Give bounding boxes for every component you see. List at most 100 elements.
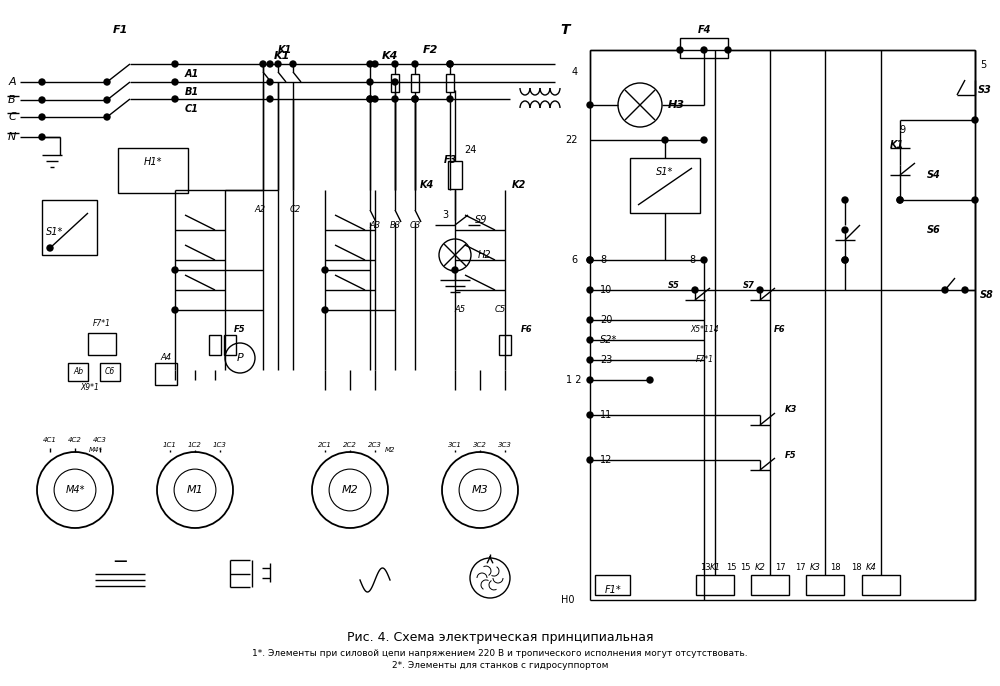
Text: 20: 20 <box>600 315 612 325</box>
Circle shape <box>39 79 45 85</box>
Circle shape <box>842 257 848 263</box>
Circle shape <box>39 134 45 140</box>
Text: 1C1: 1C1 <box>163 442 177 448</box>
Text: 6: 6 <box>572 255 578 265</box>
Text: F6: F6 <box>774 325 786 335</box>
Circle shape <box>587 412 593 418</box>
Circle shape <box>587 317 593 323</box>
Text: B: B <box>8 95 16 105</box>
Text: K1: K1 <box>890 140 904 150</box>
Text: M4*: M4* <box>65 485 85 495</box>
Text: 24: 24 <box>464 145 476 155</box>
Circle shape <box>367 79 373 85</box>
Text: 4C3: 4C3 <box>93 437 107 443</box>
Bar <box>411 74 419 92</box>
Text: P: P <box>237 353 243 363</box>
Circle shape <box>842 227 848 233</box>
Text: F3: F3 <box>443 155 457 165</box>
Text: 10: 10 <box>600 285 612 295</box>
Text: 17: 17 <box>795 563 806 571</box>
Text: M4*: M4* <box>89 447 103 453</box>
Text: H1*: H1* <box>144 157 162 167</box>
Circle shape <box>692 287 698 293</box>
Circle shape <box>267 61 273 67</box>
Text: H0: H0 <box>562 595 575 605</box>
Text: 18: 18 <box>851 563 862 571</box>
Text: K3: K3 <box>810 563 821 571</box>
Text: 4C1: 4C1 <box>43 437 57 443</box>
Circle shape <box>275 61 281 67</box>
Circle shape <box>39 114 45 120</box>
Circle shape <box>701 257 707 263</box>
Text: K4: K4 <box>420 180 434 190</box>
Circle shape <box>972 197 978 203</box>
Text: A4: A4 <box>160 353 172 362</box>
Text: 4C2: 4C2 <box>68 437 82 443</box>
Circle shape <box>104 97 110 103</box>
Bar <box>118 148 188 193</box>
Text: 5: 5 <box>980 60 986 70</box>
Bar <box>595 575 630 595</box>
Text: 11: 11 <box>600 410 612 420</box>
Circle shape <box>322 267 328 273</box>
Text: 1 2: 1 2 <box>566 375 582 385</box>
Circle shape <box>972 117 978 123</box>
Circle shape <box>47 245 53 251</box>
Circle shape <box>260 61 266 67</box>
Text: S1*: S1* <box>46 227 64 237</box>
Circle shape <box>647 377 653 383</box>
Text: C2: C2 <box>289 206 301 215</box>
Circle shape <box>172 61 178 67</box>
Text: K1: K1 <box>710 563 721 571</box>
Circle shape <box>587 287 593 293</box>
Text: A2: A2 <box>254 206 266 215</box>
Circle shape <box>267 79 273 85</box>
Text: C1: C1 <box>185 104 199 114</box>
Text: 1C2: 1C2 <box>188 442 202 448</box>
Text: 15: 15 <box>726 563 736 571</box>
Bar <box>446 74 454 92</box>
Text: 3: 3 <box>442 210 448 220</box>
Circle shape <box>587 257 593 263</box>
Circle shape <box>290 61 296 67</box>
Text: 15: 15 <box>740 563 750 571</box>
Bar <box>42 200 97 255</box>
Bar <box>224 335 236 355</box>
Text: K4: K4 <box>866 563 877 571</box>
Text: F1*: F1* <box>605 585 622 595</box>
Circle shape <box>587 357 593 363</box>
Text: 2C3: 2C3 <box>368 442 382 448</box>
Text: S6: S6 <box>927 225 941 235</box>
Bar <box>209 335 221 355</box>
Text: S9: S9 <box>475 215 488 225</box>
Text: M1: M1 <box>187 485 203 495</box>
Circle shape <box>842 197 848 203</box>
Text: S3: S3 <box>978 85 992 95</box>
Bar <box>862 575 900 595</box>
Text: K1: K1 <box>274 51 290 61</box>
Text: F1: F1 <box>112 25 128 35</box>
Text: 3C2: 3C2 <box>473 442 487 448</box>
Circle shape <box>662 137 668 143</box>
Text: K1: K1 <box>278 45 292 55</box>
Text: C6: C6 <box>105 368 115 377</box>
Bar <box>88 333 116 355</box>
Text: S5: S5 <box>668 281 680 289</box>
Text: Рис. 4. Схема электрическая принципиальная: Рис. 4. Схема электрическая принципиальн… <box>347 630 653 643</box>
Circle shape <box>942 287 948 293</box>
Circle shape <box>104 79 110 85</box>
Text: B3: B3 <box>389 220 401 230</box>
Circle shape <box>372 61 378 67</box>
Bar <box>806 575 844 595</box>
Text: K2: K2 <box>512 180 526 190</box>
Text: A5: A5 <box>454 305 466 314</box>
Bar <box>630 158 700 213</box>
Circle shape <box>172 307 178 313</box>
Circle shape <box>897 197 903 203</box>
Circle shape <box>39 97 45 103</box>
Text: Ab: Ab <box>73 368 83 377</box>
Text: F5: F5 <box>234 325 246 335</box>
Circle shape <box>412 61 418 67</box>
Circle shape <box>172 96 178 102</box>
Text: S4: S4 <box>927 170 941 180</box>
